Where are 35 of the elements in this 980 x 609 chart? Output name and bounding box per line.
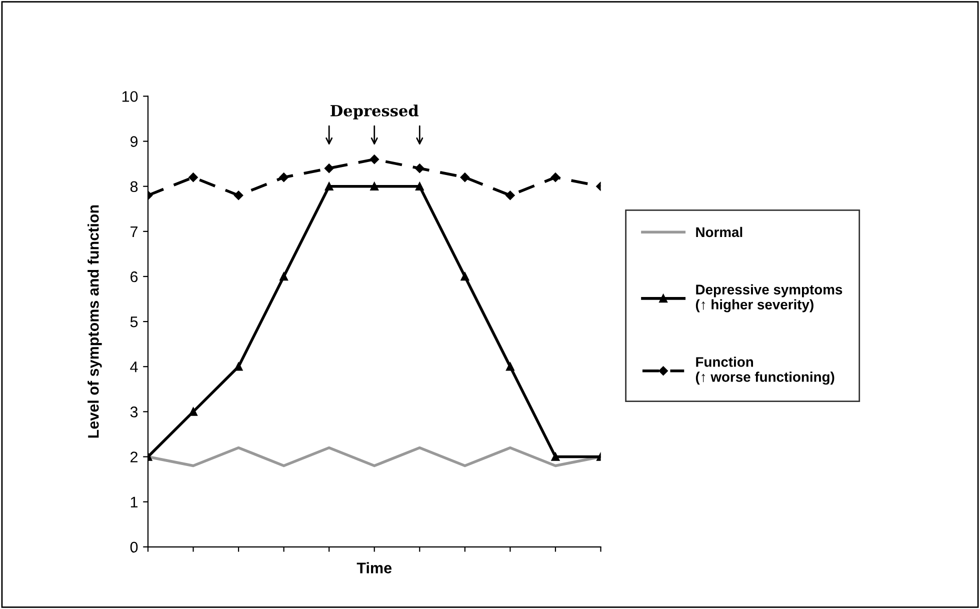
point <box>551 452 560 461</box>
y-tick-label: 8 <box>130 181 138 192</box>
point <box>188 172 198 182</box>
annotation: Depressed <box>330 104 419 120</box>
point <box>506 362 514 371</box>
y-axis-title: Level of symptoms and function <box>88 205 102 438</box>
point <box>279 172 288 182</box>
y-tick-label: 9 <box>130 136 138 147</box>
x-axis-title: Time <box>356 562 392 574</box>
point <box>189 408 198 416</box>
point <box>415 164 424 173</box>
y-tick-label: 1 <box>130 496 138 508</box>
legend-label: Function (↑ worse functioning) <box>696 356 834 385</box>
point <box>506 190 515 200</box>
y-tick-label: 5 <box>130 316 138 328</box>
legend-label: Depressive symptoms (↑ higher severity) <box>696 284 842 312</box>
y-tick-label: 2 <box>130 452 138 462</box>
point <box>460 172 470 182</box>
point <box>324 164 334 173</box>
point <box>280 272 288 281</box>
y-tick-label: 4 <box>130 362 138 372</box>
y-tick-label: 0 <box>130 542 138 553</box>
point <box>324 182 334 191</box>
y-tick-label: 7 <box>130 226 138 237</box>
point <box>370 182 379 191</box>
point <box>550 172 560 182</box>
point <box>234 362 243 371</box>
point <box>415 182 424 191</box>
y-tick-label: 10 <box>122 91 138 102</box>
point <box>234 190 244 200</box>
legend-label: Normal <box>696 226 742 238</box>
point <box>370 154 379 164</box>
y-tick-label: 6 <box>130 271 138 282</box>
y-tick-label: 3 <box>130 406 138 418</box>
point <box>460 272 470 281</box>
